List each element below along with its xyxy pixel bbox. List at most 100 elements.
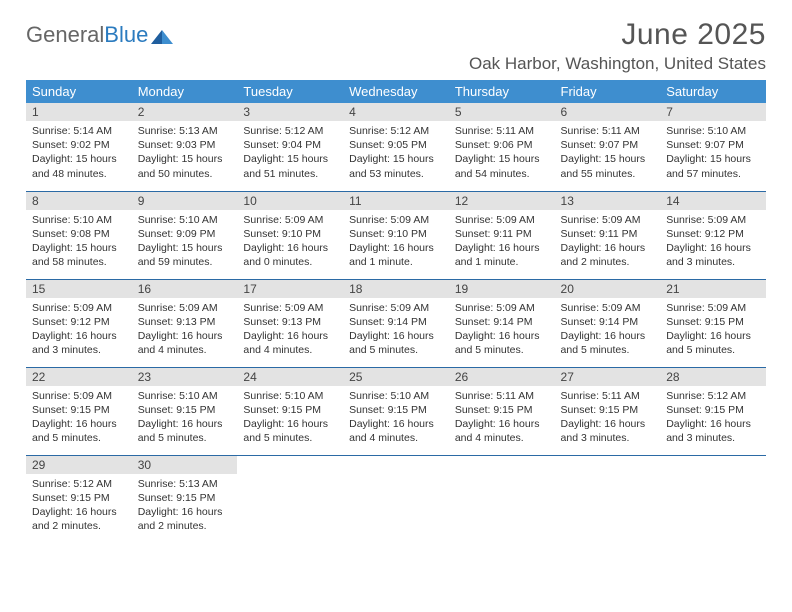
day-details: Sunrise: 5:09 AMSunset: 9:10 PMDaylight:…	[343, 210, 449, 274]
calendar-cell: 5Sunrise: 5:11 AMSunset: 9:06 PMDaylight…	[449, 103, 555, 191]
calendar-cell: 2Sunrise: 5:13 AMSunset: 9:03 PMDaylight…	[132, 103, 238, 191]
day-number: 27	[555, 368, 661, 386]
day-details: Sunrise: 5:09 AMSunset: 9:12 PMDaylight:…	[660, 210, 766, 274]
day-details: Sunrise: 5:09 AMSunset: 9:11 PMDaylight:…	[449, 210, 555, 274]
day-details: Sunrise: 5:12 AMSunset: 9:15 PMDaylight:…	[26, 474, 132, 538]
day-number: 22	[26, 368, 132, 386]
day-details: Sunrise: 5:10 AMSunset: 9:15 PMDaylight:…	[237, 386, 343, 450]
calendar-cell: 20Sunrise: 5:09 AMSunset: 9:14 PMDayligh…	[555, 279, 661, 367]
calendar-cell: 3Sunrise: 5:12 AMSunset: 9:04 PMDaylight…	[237, 103, 343, 191]
calendar-cell-empty	[237, 455, 343, 543]
calendar-cell: 23Sunrise: 5:10 AMSunset: 9:15 PMDayligh…	[132, 367, 238, 455]
day-details: Sunrise: 5:11 AMSunset: 9:15 PMDaylight:…	[555, 386, 661, 450]
day-details: Sunrise: 5:09 AMSunset: 9:14 PMDaylight:…	[343, 298, 449, 362]
calendar-cell: 28Sunrise: 5:12 AMSunset: 9:15 PMDayligh…	[660, 367, 766, 455]
calendar-cell: 9Sunrise: 5:10 AMSunset: 9:09 PMDaylight…	[132, 191, 238, 279]
weekday-header: Saturday	[660, 80, 766, 103]
calendar-cell: 19Sunrise: 5:09 AMSunset: 9:14 PMDayligh…	[449, 279, 555, 367]
day-details: Sunrise: 5:10 AMSunset: 9:09 PMDaylight:…	[132, 210, 238, 274]
day-number: 2	[132, 103, 238, 121]
calendar-cell: 15Sunrise: 5:09 AMSunset: 9:12 PMDayligh…	[26, 279, 132, 367]
calendar-cell: 17Sunrise: 5:09 AMSunset: 9:13 PMDayligh…	[237, 279, 343, 367]
calendar-cell: 26Sunrise: 5:11 AMSunset: 9:15 PMDayligh…	[449, 367, 555, 455]
day-details: Sunrise: 5:09 AMSunset: 9:14 PMDaylight:…	[449, 298, 555, 362]
day-number: 21	[660, 280, 766, 298]
day-details: Sunrise: 5:09 AMSunset: 9:10 PMDaylight:…	[237, 210, 343, 274]
calendar-cell-empty	[343, 455, 449, 543]
day-number: 18	[343, 280, 449, 298]
day-number: 29	[26, 456, 132, 474]
calendar-cell: 25Sunrise: 5:10 AMSunset: 9:15 PMDayligh…	[343, 367, 449, 455]
calendar-cell: 27Sunrise: 5:11 AMSunset: 9:15 PMDayligh…	[555, 367, 661, 455]
day-details: Sunrise: 5:10 AMSunset: 9:08 PMDaylight:…	[26, 210, 132, 274]
calendar-table: SundayMondayTuesdayWednesdayThursdayFrid…	[26, 80, 766, 543]
day-number: 13	[555, 192, 661, 210]
day-details: Sunrise: 5:11 AMSunset: 9:06 PMDaylight:…	[449, 121, 555, 185]
day-details: Sunrise: 5:13 AMSunset: 9:03 PMDaylight:…	[132, 121, 238, 185]
header: GeneralBlue June 2025 Oak Harbor, Washin…	[26, 18, 766, 74]
day-number: 14	[660, 192, 766, 210]
day-number: 15	[26, 280, 132, 298]
calendar-cell: 18Sunrise: 5:09 AMSunset: 9:14 PMDayligh…	[343, 279, 449, 367]
calendar-row: 1Sunrise: 5:14 AMSunset: 9:02 PMDaylight…	[26, 103, 766, 191]
day-number: 25	[343, 368, 449, 386]
day-number: 8	[26, 192, 132, 210]
day-number: 4	[343, 103, 449, 121]
logo: GeneralBlue	[26, 18, 173, 48]
calendar-cell: 30Sunrise: 5:13 AMSunset: 9:15 PMDayligh…	[132, 455, 238, 543]
day-details: Sunrise: 5:09 AMSunset: 9:13 PMDaylight:…	[237, 298, 343, 362]
logo-mark-icon	[151, 26, 173, 44]
location: Oak Harbor, Washington, United States	[469, 54, 766, 74]
day-number: 17	[237, 280, 343, 298]
calendar-cell: 12Sunrise: 5:09 AMSunset: 9:11 PMDayligh…	[449, 191, 555, 279]
day-number: 20	[555, 280, 661, 298]
weekday-header: Thursday	[449, 80, 555, 103]
calendar-cell: 21Sunrise: 5:09 AMSunset: 9:15 PMDayligh…	[660, 279, 766, 367]
day-details: Sunrise: 5:09 AMSunset: 9:11 PMDaylight:…	[555, 210, 661, 274]
day-details: Sunrise: 5:12 AMSunset: 9:04 PMDaylight:…	[237, 121, 343, 185]
day-number: 10	[237, 192, 343, 210]
day-details: Sunrise: 5:11 AMSunset: 9:07 PMDaylight:…	[555, 121, 661, 185]
calendar-cell: 1Sunrise: 5:14 AMSunset: 9:02 PMDaylight…	[26, 103, 132, 191]
day-number: 6	[555, 103, 661, 121]
day-number: 1	[26, 103, 132, 121]
calendar-cell: 7Sunrise: 5:10 AMSunset: 9:07 PMDaylight…	[660, 103, 766, 191]
title-block: June 2025 Oak Harbor, Washington, United…	[469, 18, 766, 74]
day-details: Sunrise: 5:10 AMSunset: 9:15 PMDaylight:…	[343, 386, 449, 450]
calendar-row: 8Sunrise: 5:10 AMSunset: 9:08 PMDaylight…	[26, 191, 766, 279]
weekday-header-row: SundayMondayTuesdayWednesdayThursdayFrid…	[26, 80, 766, 103]
day-number: 26	[449, 368, 555, 386]
weekday-header: Sunday	[26, 80, 132, 103]
weekday-header: Monday	[132, 80, 238, 103]
calendar-cell-empty	[555, 455, 661, 543]
day-details: Sunrise: 5:09 AMSunset: 9:15 PMDaylight:…	[660, 298, 766, 362]
calendar-cell: 24Sunrise: 5:10 AMSunset: 9:15 PMDayligh…	[237, 367, 343, 455]
weekday-header: Tuesday	[237, 80, 343, 103]
calendar-cell: 8Sunrise: 5:10 AMSunset: 9:08 PMDaylight…	[26, 191, 132, 279]
day-details: Sunrise: 5:10 AMSunset: 9:07 PMDaylight:…	[660, 121, 766, 185]
day-details: Sunrise: 5:13 AMSunset: 9:15 PMDaylight:…	[132, 474, 238, 538]
day-details: Sunrise: 5:09 AMSunset: 9:15 PMDaylight:…	[26, 386, 132, 450]
weekday-header: Wednesday	[343, 80, 449, 103]
day-number: 28	[660, 368, 766, 386]
day-number: 12	[449, 192, 555, 210]
logo-text-1: General	[26, 22, 104, 48]
day-number: 5	[449, 103, 555, 121]
calendar-cell: 11Sunrise: 5:09 AMSunset: 9:10 PMDayligh…	[343, 191, 449, 279]
day-number: 16	[132, 280, 238, 298]
day-details: Sunrise: 5:11 AMSunset: 9:15 PMDaylight:…	[449, 386, 555, 450]
calendar-cell: 4Sunrise: 5:12 AMSunset: 9:05 PMDaylight…	[343, 103, 449, 191]
day-number: 19	[449, 280, 555, 298]
day-number: 3	[237, 103, 343, 121]
calendar-row: 29Sunrise: 5:12 AMSunset: 9:15 PMDayligh…	[26, 455, 766, 543]
calendar-cell: 14Sunrise: 5:09 AMSunset: 9:12 PMDayligh…	[660, 191, 766, 279]
day-details: Sunrise: 5:09 AMSunset: 9:12 PMDaylight:…	[26, 298, 132, 362]
day-number: 23	[132, 368, 238, 386]
day-number: 11	[343, 192, 449, 210]
calendar-cell: 10Sunrise: 5:09 AMSunset: 9:10 PMDayligh…	[237, 191, 343, 279]
calendar-cell: 13Sunrise: 5:09 AMSunset: 9:11 PMDayligh…	[555, 191, 661, 279]
day-details: Sunrise: 5:12 AMSunset: 9:05 PMDaylight:…	[343, 121, 449, 185]
day-details: Sunrise: 5:09 AMSunset: 9:13 PMDaylight:…	[132, 298, 238, 362]
day-details: Sunrise: 5:12 AMSunset: 9:15 PMDaylight:…	[660, 386, 766, 450]
day-number: 9	[132, 192, 238, 210]
